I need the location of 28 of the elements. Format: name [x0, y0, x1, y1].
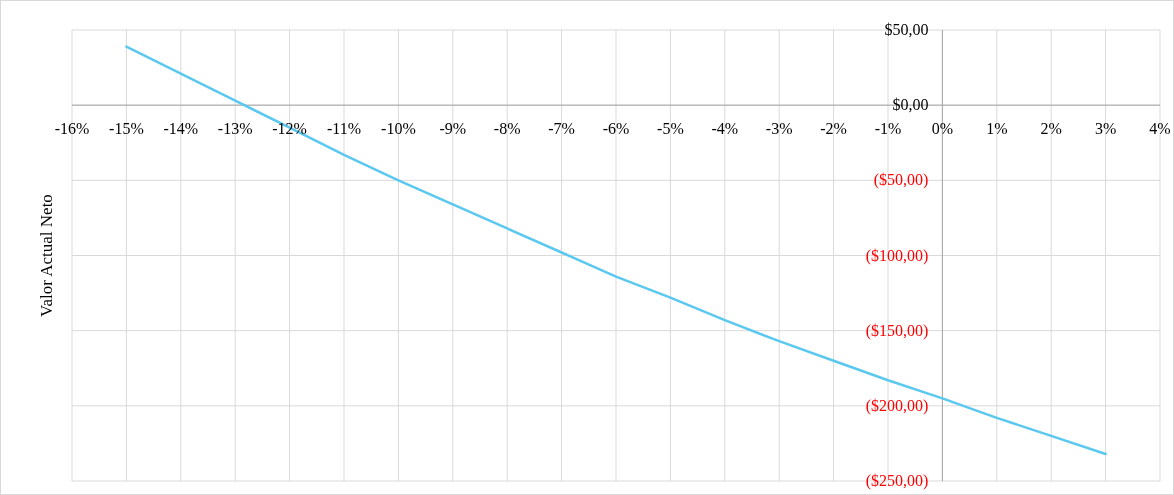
x-tick-label: -2%	[820, 120, 847, 138]
y-tick-label: ($200,00)	[865, 396, 929, 415]
y-tick-label: ($100,00)	[865, 246, 929, 265]
y-tick-label: ($50,00)	[873, 171, 929, 190]
y-axis-title: Valor Actual Neto	[37, 194, 56, 317]
x-tick-label: -15%	[109, 120, 144, 138]
x-tick-label: -13%	[217, 120, 253, 138]
x-tick-label: -9%	[439, 120, 467, 138]
x-tick-label: -10%	[381, 120, 416, 138]
x-tick-label: 3%	[1094, 120, 1117, 138]
x-tick-label: -4%	[711, 120, 739, 138]
x-tick-label: -3%	[765, 120, 793, 138]
x-tick-label: 0%	[931, 120, 954, 138]
x-tick-label: -16%	[54, 120, 90, 138]
x-tick-label: -1%	[874, 120, 902, 138]
x-tick-label: -14%	[163, 120, 199, 138]
x-tick-label: -6%	[602, 120, 630, 138]
y-tick-label: $50,00	[884, 21, 929, 38]
y-tick-label: ($150,00)	[865, 321, 929, 340]
y-tick-label: ($250,00)	[865, 472, 929, 490]
x-tick-label: 4%	[1149, 120, 1171, 138]
x-tick-label: -5%	[657, 120, 684, 138]
x-tick-label: -7%	[548, 120, 575, 138]
x-tick-label: 1%	[986, 120, 1008, 138]
x-tick-label: -11%	[326, 120, 362, 138]
y-tick-label: $0,00	[892, 96, 929, 114]
x-tick-label: -8%	[493, 120, 521, 138]
x-tick-label: 2%	[1040, 120, 1062, 138]
